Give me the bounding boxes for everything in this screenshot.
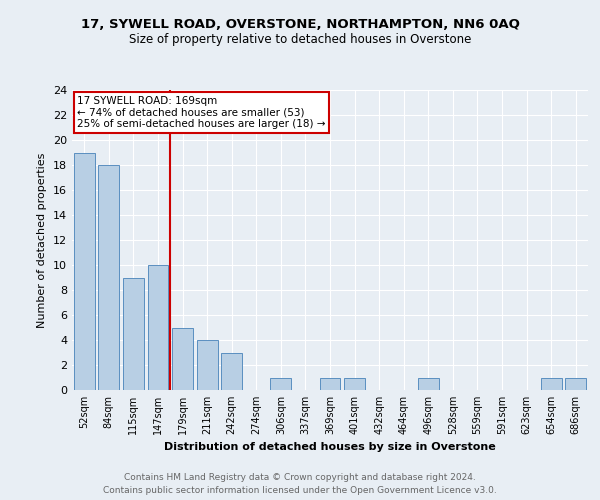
Bar	[565, 378, 586, 390]
Bar	[123, 278, 144, 390]
Bar	[541, 378, 562, 390]
Bar	[320, 378, 340, 390]
Bar	[74, 152, 95, 390]
Text: 17, SYWELL ROAD, OVERSTONE, NORTHAMPTON, NN6 0AQ: 17, SYWELL ROAD, OVERSTONE, NORTHAMPTON,…	[80, 18, 520, 30]
Bar	[197, 340, 218, 390]
Bar	[172, 328, 193, 390]
Bar	[344, 378, 365, 390]
Bar	[271, 378, 292, 390]
Text: Distribution of detached houses by size in Overstone: Distribution of detached houses by size …	[164, 442, 496, 452]
Y-axis label: Number of detached properties: Number of detached properties	[37, 152, 47, 328]
Bar	[418, 378, 439, 390]
Bar	[98, 165, 119, 390]
Text: 17 SYWELL ROAD: 169sqm
← 74% of detached houses are smaller (53)
25% of semi-det: 17 SYWELL ROAD: 169sqm ← 74% of detached…	[77, 96, 326, 129]
Bar	[148, 265, 169, 390]
Bar	[221, 352, 242, 390]
Text: Contains HM Land Registry data © Crown copyright and database right 2024.: Contains HM Land Registry data © Crown c…	[124, 472, 476, 482]
Text: Contains public sector information licensed under the Open Government Licence v3: Contains public sector information licen…	[103, 486, 497, 495]
Text: Size of property relative to detached houses in Overstone: Size of property relative to detached ho…	[129, 32, 471, 46]
